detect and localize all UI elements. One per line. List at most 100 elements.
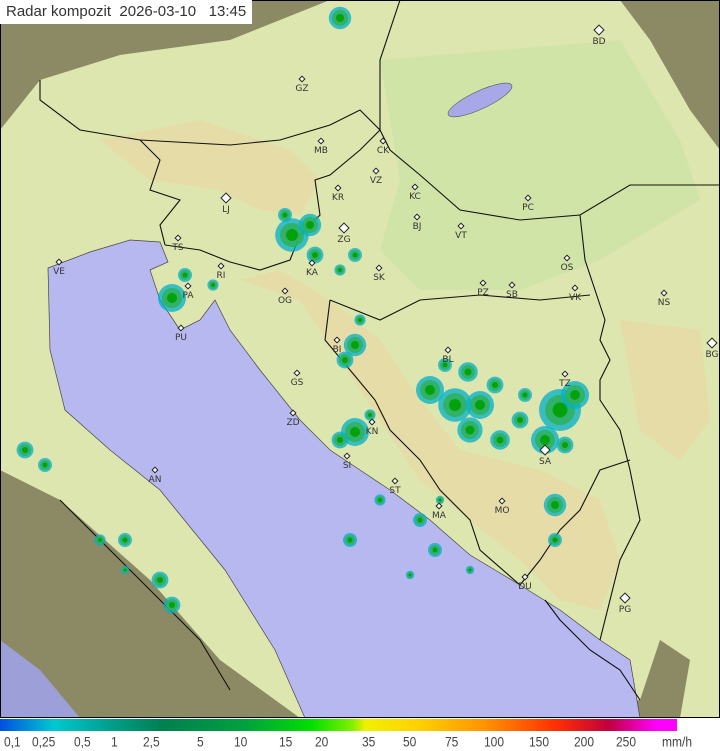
precipitation-cell xyxy=(552,402,568,418)
city-label: NS xyxy=(658,298,671,308)
legend-value: 35 xyxy=(362,733,376,751)
lake-balaton xyxy=(447,82,513,118)
city-label: VT xyxy=(455,231,467,241)
precipitation-cell xyxy=(464,368,472,376)
radar-echoes xyxy=(16,6,589,614)
city-bg: BG xyxy=(706,337,719,360)
precipitation-cell xyxy=(352,252,358,258)
city-label: PZ xyxy=(477,288,489,298)
city-label: LJ xyxy=(222,205,230,215)
city-marker-icon xyxy=(479,279,487,287)
map-title: Radar kompozit 2026-03-10 13:45 xyxy=(0,0,253,24)
radar-map[interactable]: GZ MB CK VZ KR KC LJ BD PC BJ ZG TS VT VE RI KA SK OS NS PZ… xyxy=(0,0,720,718)
adriatic-sea xyxy=(47,239,641,718)
precipitation-color-scale xyxy=(0,719,677,731)
city-og: OG xyxy=(278,287,292,306)
city-label: BI xyxy=(333,345,342,355)
city-kc: KC xyxy=(409,183,421,202)
precipitation-cell xyxy=(432,547,438,553)
precipitation-cell xyxy=(378,498,382,502)
precipitation-cell xyxy=(312,252,318,258)
city-sk: SK xyxy=(373,264,386,283)
city-label: ST xyxy=(389,486,401,496)
city-label: SI xyxy=(343,461,351,471)
city-marker-icon xyxy=(184,282,192,290)
city-label: MO xyxy=(495,506,510,516)
precipitation-cell xyxy=(438,498,442,502)
city-markers: GZ MB CK VZ KR KC LJ BD PC BJ ZG TS VT VE RI KA SK OS NS PZ… xyxy=(53,24,719,615)
city-marker-icon xyxy=(508,281,516,289)
precipitation-cell xyxy=(351,341,359,349)
city-label: RI xyxy=(217,271,226,281)
city-marker-icon xyxy=(343,452,351,460)
city-label: BG xyxy=(706,350,719,360)
precipitation-cell xyxy=(336,14,344,22)
city-vk: VK xyxy=(569,284,582,303)
city-marker-icon xyxy=(563,254,571,262)
city-mb: MB xyxy=(314,137,328,156)
city-bj: BJ xyxy=(413,213,421,232)
city-marker-icon xyxy=(372,167,380,175)
city-label: VE xyxy=(53,267,65,277)
legend-value: 10 xyxy=(234,733,248,751)
precipitation-cell xyxy=(465,425,475,435)
legend-value: 250 xyxy=(616,733,637,751)
city-bl: BL xyxy=(442,346,454,365)
legend-value: 0,5 xyxy=(74,733,91,751)
legend-value: 5 xyxy=(197,733,204,751)
capital-marker-icon xyxy=(220,192,232,204)
capital-marker-icon xyxy=(706,337,718,349)
legend-labels: 0,1 0,25 0,5 1 2,5 5 10 15 20 35 50 75 100 150 200 250 m… xyxy=(0,733,720,751)
city-label: VK xyxy=(569,293,582,303)
city-gs: GS xyxy=(291,369,304,388)
city-marker-icon xyxy=(317,137,325,145)
precipitation-cell xyxy=(282,212,288,218)
precipitation-cell xyxy=(286,229,298,241)
precipitation-cell xyxy=(123,568,127,572)
city-marker-icon xyxy=(217,262,225,270)
city-label: ZD xyxy=(286,418,299,428)
city-label: SA xyxy=(539,457,552,467)
city-marker-icon xyxy=(308,259,316,267)
city-ts: TS xyxy=(171,234,184,253)
city-marker-icon xyxy=(413,213,421,221)
precipitation-cell xyxy=(169,602,175,608)
mountains xyxy=(100,120,710,610)
city-marker-icon xyxy=(571,284,579,292)
precipitation-cell xyxy=(570,390,580,400)
title-time: 13:45 xyxy=(208,3,247,20)
city-marker-icon xyxy=(524,194,532,202)
legend-value: 20 xyxy=(315,733,329,751)
legend-value: 100 xyxy=(484,733,505,751)
precipitation-cell xyxy=(98,538,102,542)
city-marker-icon xyxy=(174,234,182,242)
legend-value: 2,5 xyxy=(143,733,160,751)
city-ck: CK xyxy=(377,137,390,156)
city-label: BL xyxy=(442,355,453,365)
city-ri: RI xyxy=(217,262,226,281)
precipitation-cell xyxy=(342,357,348,363)
city-marker-icon xyxy=(55,258,63,266)
precipitation-cell xyxy=(306,221,314,229)
precipitation-cell xyxy=(551,501,559,509)
city-marker-icon xyxy=(411,183,419,191)
city-an: AN xyxy=(149,466,161,485)
city-marker-icon xyxy=(177,324,185,332)
city-pc: PC xyxy=(522,194,534,213)
city-pa: PA xyxy=(182,282,194,301)
city-marker-icon xyxy=(334,184,342,192)
precipitation-cell xyxy=(517,417,523,423)
city-label: KR xyxy=(332,193,344,203)
city-du: DU xyxy=(518,573,532,592)
city-label: TS xyxy=(171,243,183,253)
city-label: BD xyxy=(592,37,605,47)
city-ns: NS xyxy=(658,289,671,308)
precipitation-cell xyxy=(347,537,353,543)
city-label: PG xyxy=(619,605,631,615)
precipitation-cell xyxy=(182,272,188,278)
city-label: SB xyxy=(506,290,518,300)
city-label: KC xyxy=(409,192,421,202)
capital-marker-icon xyxy=(593,24,605,36)
city-label: KA xyxy=(306,268,319,278)
legend-value: 1 xyxy=(111,733,118,751)
